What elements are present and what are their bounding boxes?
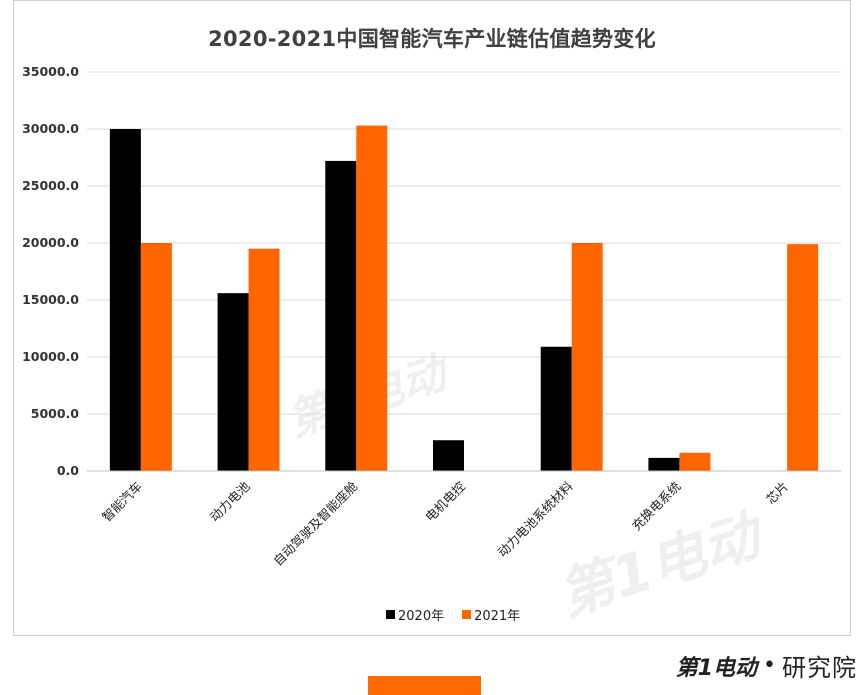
- legend-label-2020: 2020年: [398, 609, 445, 624]
- y-tick-label: 10000.0: [22, 349, 79, 364]
- bar-2021年-芯片: [787, 244, 819, 471]
- chart-frame: 2020-2021中国智能汽车产业链估值趋势变化 第1电动 第1电动 0.050…: [13, 0, 851, 636]
- accent-bar: [368, 676, 481, 695]
- legend-swatch-2020: [386, 610, 395, 619]
- y-tick-label: 5000.0: [31, 406, 80, 421]
- bar-2020年-充换电系统: [648, 457, 680, 471]
- bar-2020年-智能汽车: [109, 129, 141, 471]
- brand-logo: 第1电动: [675, 655, 758, 681]
- bar-2021年-动力电池: [248, 248, 280, 471]
- y-tick-label: 25000.0: [22, 178, 79, 193]
- bar-2020年-自动驾驶及智能座舱: [325, 160, 357, 472]
- bar-2021年-动力电池系统材料: [571, 243, 603, 471]
- x-tick-label: 电机电控: [422, 478, 468, 524]
- chart-title: 2020-2021中国智能汽车产业链估值趋势变化: [208, 27, 656, 51]
- brand-text: 研究院: [782, 654, 857, 682]
- x-tick-label: 动力电池: [207, 478, 253, 524]
- bar-chart: 0.0 5000.0 10000.0 15000.0 20000.0 25000.0 300…: [22, 64, 841, 569]
- x-tick-label: 智能汽车: [99, 479, 145, 525]
- x-tick-label: 充换电系统: [629, 479, 684, 534]
- x-tick-label: 芯片: [763, 479, 791, 507]
- legend-swatch-2021: [462, 610, 472, 619]
- x-tick-label: 自动驾驶及智能座舱: [270, 478, 361, 569]
- y-tick-label: 15000.0: [22, 292, 79, 307]
- legend-item-2020: 2020年: [386, 605, 444, 624]
- legend: 2020年 2021年: [386, 605, 520, 624]
- brand: 第1电动 • 研究院: [676, 648, 857, 683]
- y-tick-label: 30000.0: [22, 121, 79, 136]
- bar-2021年-自动驾驶及智能座舱: [356, 125, 388, 471]
- brand-separator: •: [763, 653, 776, 678]
- bar-2021年-智能汽车: [140, 243, 172, 471]
- bar-2020年-动力电池系统材料: [540, 346, 572, 471]
- bar-2020年-电机电控: [433, 440, 464, 471]
- y-tick-label: 35000.0: [22, 64, 79, 79]
- bar-2020年-动力电池: [217, 293, 249, 471]
- y-tick-label: 20000.0: [22, 235, 79, 250]
- legend-label-2021: 2021年: [474, 609, 521, 624]
- x-tick-label: 动力电池系统材料: [495, 478, 577, 560]
- bar-2021年-充换电系统: [679, 452, 711, 471]
- legend-item-2021: 2021年: [462, 605, 520, 624]
- y-tick-label: 0.0: [57, 463, 79, 478]
